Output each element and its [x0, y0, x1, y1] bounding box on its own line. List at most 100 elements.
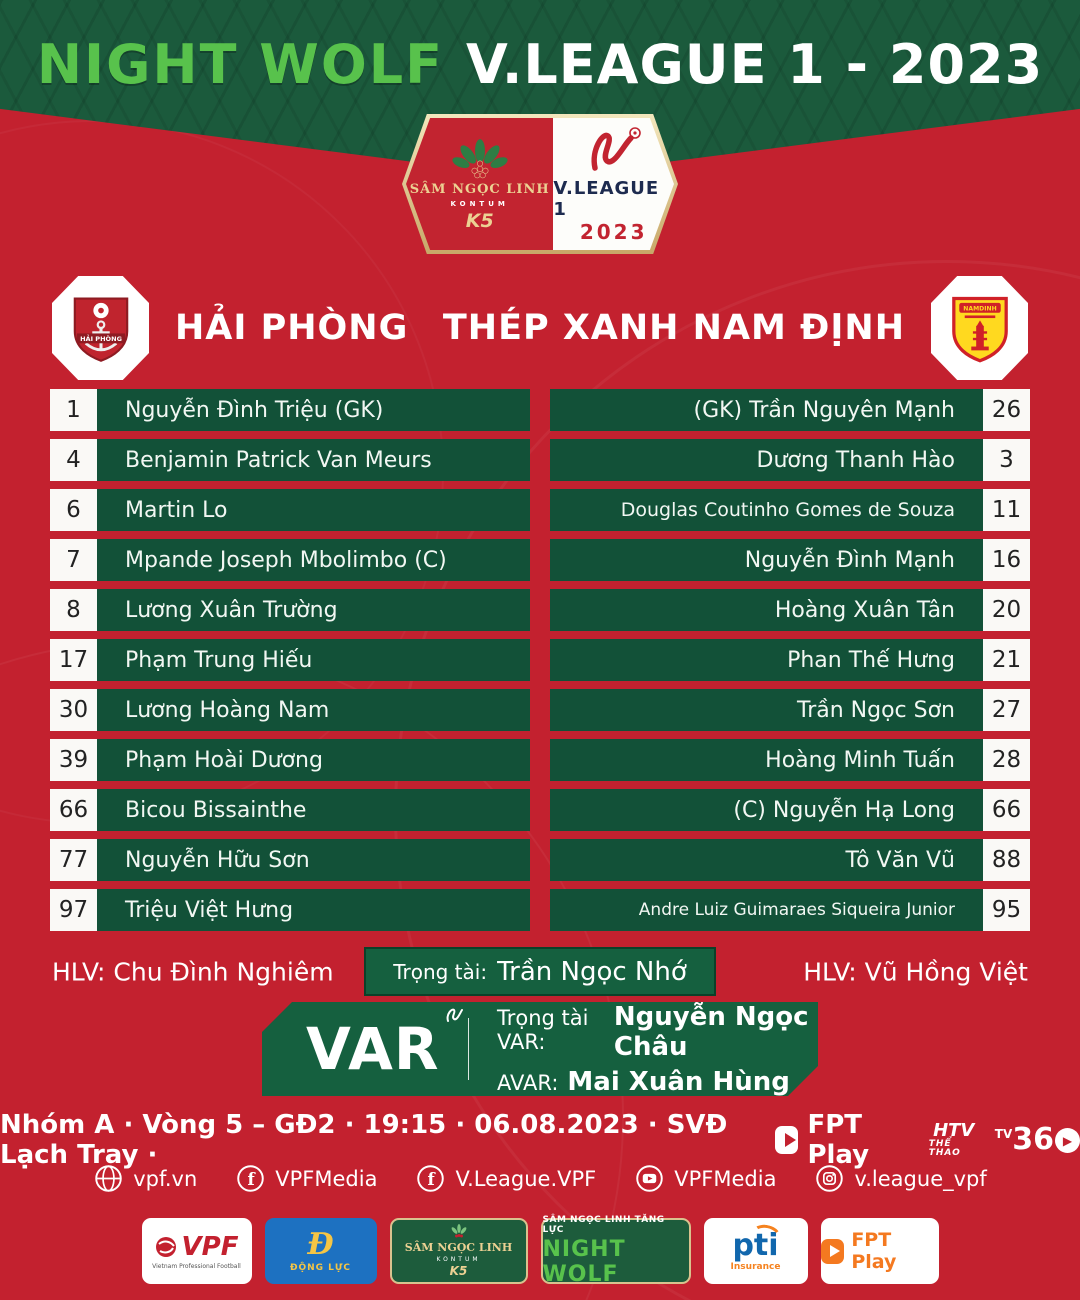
vpf-logo-text: VPF	[181, 1232, 239, 1262]
player-name-bar: Nguyễn Đình Triệu (GK)	[97, 389, 530, 431]
player-number: 88	[983, 839, 1030, 881]
player-number: 17	[50, 639, 97, 681]
player-name-bar: Andre Luiz Guimaraes Siqueira Junior	[550, 889, 983, 931]
player-name: Dương Thanh Hào	[756, 447, 955, 473]
player-name-bar: Nguyễn Đình Mạnh	[550, 539, 983, 581]
hai-phong-crest-icon: HẢI PHÒNG	[73, 297, 128, 362]
player-row: Phan Thế Hưng 21	[550, 639, 1030, 681]
night-wolf-name: NIGHT WOLF	[542, 1237, 626, 1287]
player-number: 11	[983, 489, 1030, 531]
sponsor-night-wolf: SÂM NGỌC LINH TĂNG LỰC NIGHT WOLF	[540, 1215, 691, 1287]
svg-text:f: f	[428, 1169, 437, 1189]
player-name: (C) Nguyễn Hạ Long	[733, 797, 955, 823]
player-row: 30 Lương Hoàng Nam	[50, 689, 530, 731]
social-label: vpf.vn	[133, 1166, 198, 1191]
player-number: 8	[50, 589, 97, 631]
pti-logo-text: pti	[732, 1221, 783, 1261]
sponsor-vpf: VPF Vietnam Professional Football	[141, 1218, 252, 1284]
k5-brand: K5	[449, 1264, 468, 1278]
facebook-icon: f	[417, 1165, 445, 1192]
k5-line2: KONTUM	[436, 1256, 481, 1263]
player-name: Tô Văn Vũ	[845, 847, 955, 873]
match-details: Nhóm A · Vòng 5 – GĐ2 · 19:15 · 06.08.20…	[0, 1110, 728, 1170]
tv360-play-icon: ▶	[1055, 1128, 1080, 1153]
badge-sponsor-brand: K5	[465, 210, 494, 232]
player-row: 77 Nguyễn Hữu Sơn	[50, 839, 530, 881]
badge-sponsor-half: SÂM NGỌC LINH KONTUM K5	[406, 118, 554, 250]
fpt-play-label: FPT Play	[807, 1110, 870, 1170]
player-number: 39	[50, 739, 97, 781]
svg-text:f: f	[248, 1169, 257, 1189]
pti-logo-subtext: Insurance	[730, 1261, 781, 1272]
player-name: Douglas Coutinho Gomes de Souza	[620, 499, 955, 521]
tv360-logo: TV 36 ▶	[995, 1125, 1080, 1155]
player-row: 4 Benjamin Patrick Van Meurs	[50, 439, 530, 481]
htv-the-thao-logo: HTV THỂ THAO	[928, 1120, 975, 1158]
k5-line1: SÂM NGỌC LINH	[404, 1241, 513, 1254]
badge-league-year: 2023	[579, 220, 648, 244]
player-name-bar: Douglas Coutinho Gomes de Souza	[550, 489, 983, 531]
page-title: NIGHT WOLF V.LEAGUE 1 - 2023	[0, 33, 1080, 96]
player-number: 7	[50, 539, 97, 581]
coach-label: HLV:	[52, 957, 106, 986]
player-row: Tô Văn Vũ 88	[550, 839, 1030, 881]
player-name-bar: Benjamin Patrick Van Meurs	[97, 439, 530, 481]
social-label: VPFMedia	[275, 1166, 378, 1191]
player-name: Lương Xuân Trường	[125, 597, 338, 623]
sponsor-pti: pti Insurance	[703, 1218, 808, 1284]
player-name: Trần Ngọc Sơn	[796, 697, 955, 723]
away-team-name: THÉP XANH NAM ĐỊNH	[442, 308, 905, 348]
badge-league-name: V.LEAGUE 1	[553, 178, 660, 220]
social-label: v.league_vpf	[854, 1166, 987, 1191]
var-referee-line: Trọng tài VAR: Nguyễn Ngọc Châu	[497, 1002, 818, 1062]
player-name: Phạm Trung Hiếu	[125, 647, 313, 673]
social-label: VPFMedia	[674, 1166, 777, 1191]
home-team-name: HẢI PHÒNG	[175, 308, 409, 348]
dong-luc-monogram: Đ	[307, 1226, 334, 1262]
referee-name: Trần Ngọc Nhớ	[497, 956, 687, 987]
away-team-header: THÉP XANH NAM ĐỊNH NAMDINH	[443, 276, 1028, 380]
team-header-row: HẢI PHÒNG HẢI PHÒNG THÉP XANH NAM ĐỊNH N…	[0, 276, 1080, 380]
sponsor-row: VPF Vietnam Professional Football Đ ĐỘNG…	[0, 1215, 1080, 1287]
away-coach-name: Vũ Hồng Việt	[864, 957, 1028, 986]
player-name: (GK) Trần Nguyên Mạnh	[693, 397, 955, 423]
player-name-bar: Phan Thế Hưng	[550, 639, 983, 681]
var-panel: VAR Trọng tài VAR: Nguyễn Ngọc Châu AVAR…	[262, 1002, 818, 1096]
instagram-icon	[816, 1165, 844, 1192]
away-roster: (GK) Trần Nguyên Mạnh 26 Dương Thanh Hào…	[550, 389, 1030, 939]
player-name-bar: Tô Văn Vũ	[550, 839, 983, 881]
away-team-crest: NAMDINH	[931, 276, 1028, 380]
title-league: V.LEAGUE 1 - 2023	[466, 33, 1044, 96]
player-row: Trần Ngọc Sơn 27	[550, 689, 1030, 731]
player-name-bar: Dương Thanh Hào	[550, 439, 983, 481]
fpt-play-icon	[774, 1126, 799, 1154]
fpt-play-sponsor-label: FPT Play	[851, 1229, 897, 1273]
player-row: 7 Mpande Joseph Mbolimbo (C)	[50, 539, 530, 581]
sponsor-fpt-play: FPT Play	[820, 1218, 939, 1284]
nam-dinh-crest-icon: NAMDINH	[951, 296, 1008, 363]
player-number: 21	[983, 639, 1030, 681]
player-name-bar: Phạm Trung Hiếu	[97, 639, 530, 681]
social-label: V.League.VPF	[455, 1166, 597, 1191]
var-referee-name: Nguyễn Ngọc Châu	[613, 1001, 809, 1062]
player-name: Hoàng Xuân Tân	[774, 597, 955, 623]
player-row: Dương Thanh Hào 3	[550, 439, 1030, 481]
player-row: Douglas Coutinho Gomes de Souza 11	[550, 489, 1030, 531]
var-divider	[468, 1018, 469, 1080]
social-website: vpf.vn	[93, 1163, 197, 1194]
player-name: Phan Thế Hưng	[787, 647, 955, 673]
vleague-swoosh-icon	[591, 127, 641, 171]
player-name: Phạm Hoài Dương	[125, 747, 323, 773]
player-name-bar: Trần Ngọc Sơn	[550, 689, 983, 731]
sponsor-sam-ngoc-linh-k5: SÂM NGỌC LINH KONTUM K5	[389, 1218, 528, 1284]
player-row: 1 Nguyễn Đình Triệu (GK)	[50, 389, 530, 431]
player-name-bar: Lương Xuân Trường	[97, 589, 530, 631]
social-instagram: v.league_vpf	[814, 1163, 987, 1194]
player-name-bar: Bicou Bissainthe	[97, 789, 530, 831]
home-coach-name: Chu Đình Nghiêm	[113, 957, 334, 986]
player-number: 20	[983, 589, 1030, 631]
player-name: Hoàng Minh Tuấn	[765, 747, 955, 773]
player-row: 6 Martin Lo	[50, 489, 530, 531]
referee-label: Trọng tài:	[393, 959, 488, 984]
